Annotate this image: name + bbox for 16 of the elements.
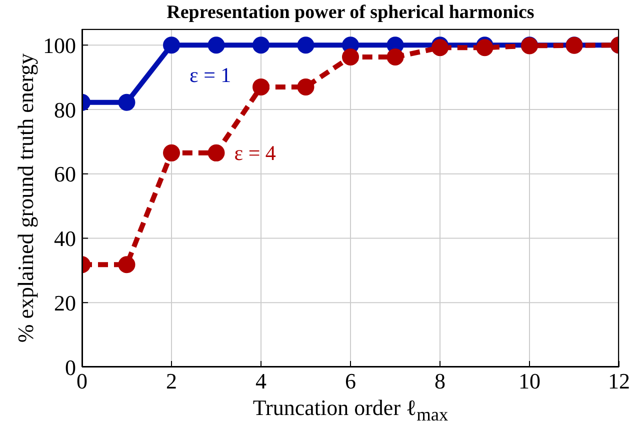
series-label: ε = 4 (234, 140, 276, 166)
x-tick-label: 6 (345, 368, 356, 394)
x-tick-label: 2 (166, 368, 177, 394)
y-tick-label: 100 (43, 32, 76, 58)
chart-title: Representation power of spherical harmonics (166, 2, 536, 24)
y-tick-label: 80 (54, 97, 76, 122)
series-label: ε = 1 (190, 62, 232, 88)
y-tick-label: 60 (54, 162, 76, 187)
x-tick-label: 8 (434, 368, 446, 394)
y-axis-title: % explained ground truth energy (13, 52, 39, 345)
x-tick-label: 4 (256, 368, 266, 394)
y-tick-label: 40 (54, 226, 76, 252)
x-axis-title: Truncation order ℓ$_{max}$ (252, 395, 450, 426)
x-tick-label: 12 (608, 368, 630, 394)
x-tick-label: 10 (518, 368, 540, 394)
y-tick-label: 20 (54, 290, 76, 316)
